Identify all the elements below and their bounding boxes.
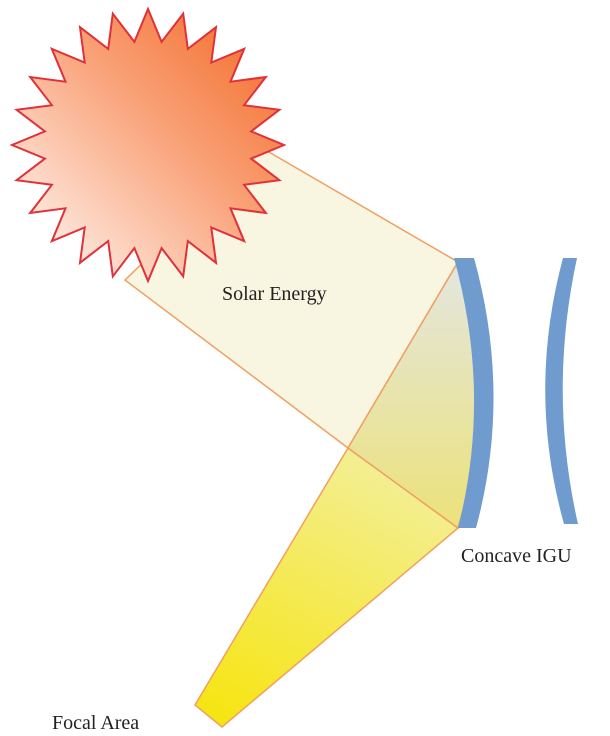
diagram: Solar Energy Concave IGU Focal Area (0, 0, 610, 736)
sun (12, 9, 284, 281)
igu-pane-outer (545, 258, 578, 524)
focal-area-label: Focal Area (52, 712, 139, 734)
solar-energy-label: Solar Energy (222, 283, 327, 305)
concave-igu-label: Concave IGU (461, 545, 572, 567)
